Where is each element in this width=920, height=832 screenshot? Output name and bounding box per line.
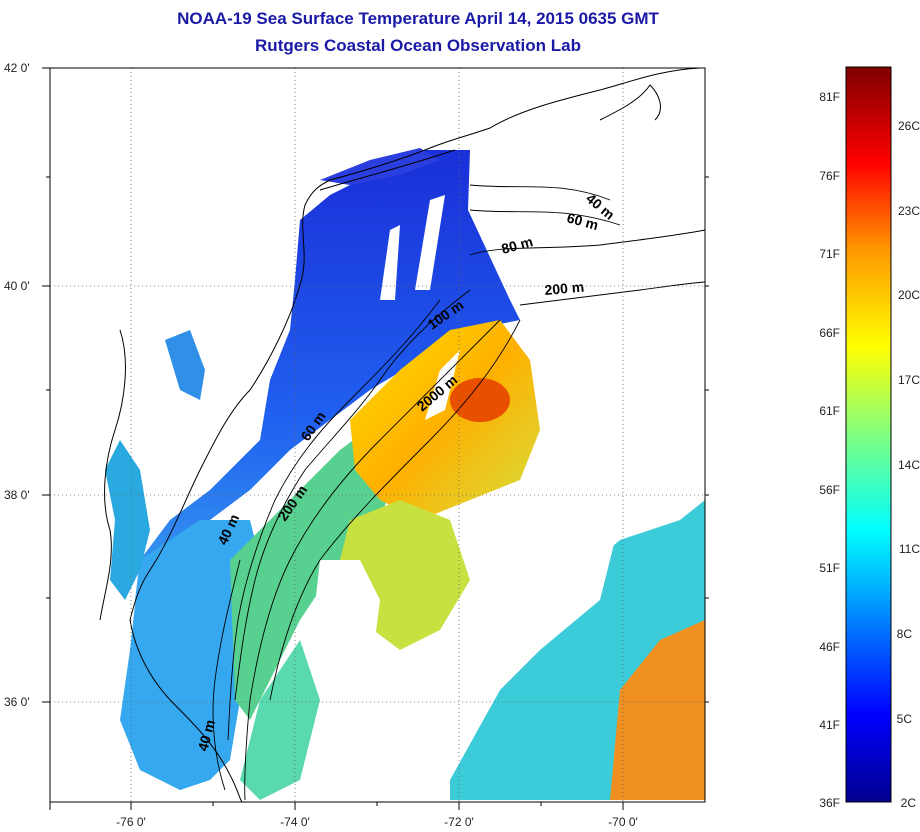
warm-core-1	[450, 378, 510, 422]
contour-label-40m-south: 40 m	[194, 718, 218, 753]
lat-label-40: 40 0'	[4, 279, 30, 293]
cloud-gap-5	[310, 560, 380, 720]
coastline-chesapeake	[99, 329, 126, 621]
cb-f-56: 56F	[819, 483, 840, 497]
contour-60m-south	[227, 299, 441, 741]
cb-c-11: 11C	[899, 542, 920, 556]
coastline-nc	[129, 619, 243, 803]
lat-label-36: 36 0'	[4, 695, 30, 709]
colorbar: 81F 76F 71F 66F 61F 56F 51F 46F 41F 36F …	[819, 66, 920, 810]
cb-f-61: 61F	[819, 404, 840, 418]
cb-f-36: 36F	[819, 796, 840, 810]
contour-200m-north	[519, 281, 706, 306]
cb-c-23: 23C	[898, 204, 920, 218]
nearshore-south-cyan	[240, 640, 320, 800]
contour-80m-north	[469, 229, 706, 256]
delaware-bay-water	[165, 330, 205, 400]
latitude-labels: 42 0' 40 0' 38 0' 36 0'	[4, 61, 30, 709]
contour-2000m	[269, 319, 521, 701]
cb-f-66: 66F	[819, 326, 840, 340]
cb-c-2: 2C	[901, 796, 917, 810]
contour-label-80m: 80 m	[500, 233, 535, 257]
colorbar-gradient	[845, 66, 892, 803]
cb-c-14: 14C	[898, 458, 920, 472]
frame-ticks	[42, 67, 709, 810]
bathymetry-contours	[212, 184, 706, 801]
map-title: NOAA-19 Sea Surface Temperature April 14…	[177, 9, 659, 28]
contour-label-60m-north: 60 m	[565, 209, 600, 233]
colorbar-celsius-labels: 26C 23C 20C 17C 14C 11C 8C 5C 2C	[897, 119, 920, 810]
cb-f-46: 46F	[819, 640, 840, 654]
sst-field	[105, 148, 705, 800]
contour-100m	[234, 289, 471, 701]
coastline	[99, 67, 701, 803]
cloud-gap-4	[460, 500, 620, 700]
contour-40m-north	[469, 184, 611, 201]
cloud-gap-3	[425, 350, 460, 420]
contour-label-200m-north: 200 m	[544, 279, 585, 298]
map-subtitle: Rutgers Coastal Ocean Observation Lab	[255, 36, 581, 55]
cb-f-71: 71F	[819, 247, 840, 261]
gulf-stream-warm-water	[350, 320, 540, 520]
lat-label-38: 38 0'	[4, 488, 30, 502]
lon-label-74: -74 0'	[280, 815, 310, 829]
cloud-gap-2	[380, 225, 400, 300]
cb-c-17: 17C	[898, 373, 920, 387]
chesapeake-bay-water	[105, 440, 150, 600]
lon-label-72: -72 0'	[444, 815, 474, 829]
coastline-long-island	[319, 149, 456, 191]
cb-f-76: 76F	[819, 169, 840, 183]
cb-c-5: 5C	[897, 712, 913, 726]
colorbar-fahrenheit-labels: 81F 76F 71F 66F 61F 56F 51F 46F 41F 36F	[819, 90, 840, 810]
slope-green-water	[230, 420, 400, 720]
offshore-warm-patch	[610, 620, 705, 800]
cloud-gap-6	[540, 290, 705, 500]
coastline-cape-cod	[599, 84, 661, 121]
coastline-delmarva	[129, 284, 301, 621]
long-island-sound-water	[320, 148, 440, 185]
cb-f-41: 41F	[819, 718, 840, 732]
cb-c-8: 8C	[897, 627, 913, 641]
contour-60m-north	[469, 209, 621, 226]
cb-c-20: 20C	[898, 288, 920, 302]
lon-label-70: -70 0'	[608, 815, 638, 829]
contour-200m-south	[244, 319, 501, 801]
longitude-labels: -76 0' -74 0' -72 0' -70 0'	[116, 815, 638, 829]
cb-c-26: 26C	[898, 119, 920, 133]
coastline-nj-ny	[299, 67, 701, 286]
contour-40m-south	[212, 559, 241, 791]
lon-label-76: -76 0'	[116, 815, 146, 829]
cloud-gap-1	[415, 195, 445, 290]
southern-shelf-water	[120, 520, 260, 790]
cb-f-81: 81F	[819, 90, 840, 104]
lat-label-42: 42 0'	[4, 61, 30, 75]
cb-f-51: 51F	[819, 561, 840, 575]
